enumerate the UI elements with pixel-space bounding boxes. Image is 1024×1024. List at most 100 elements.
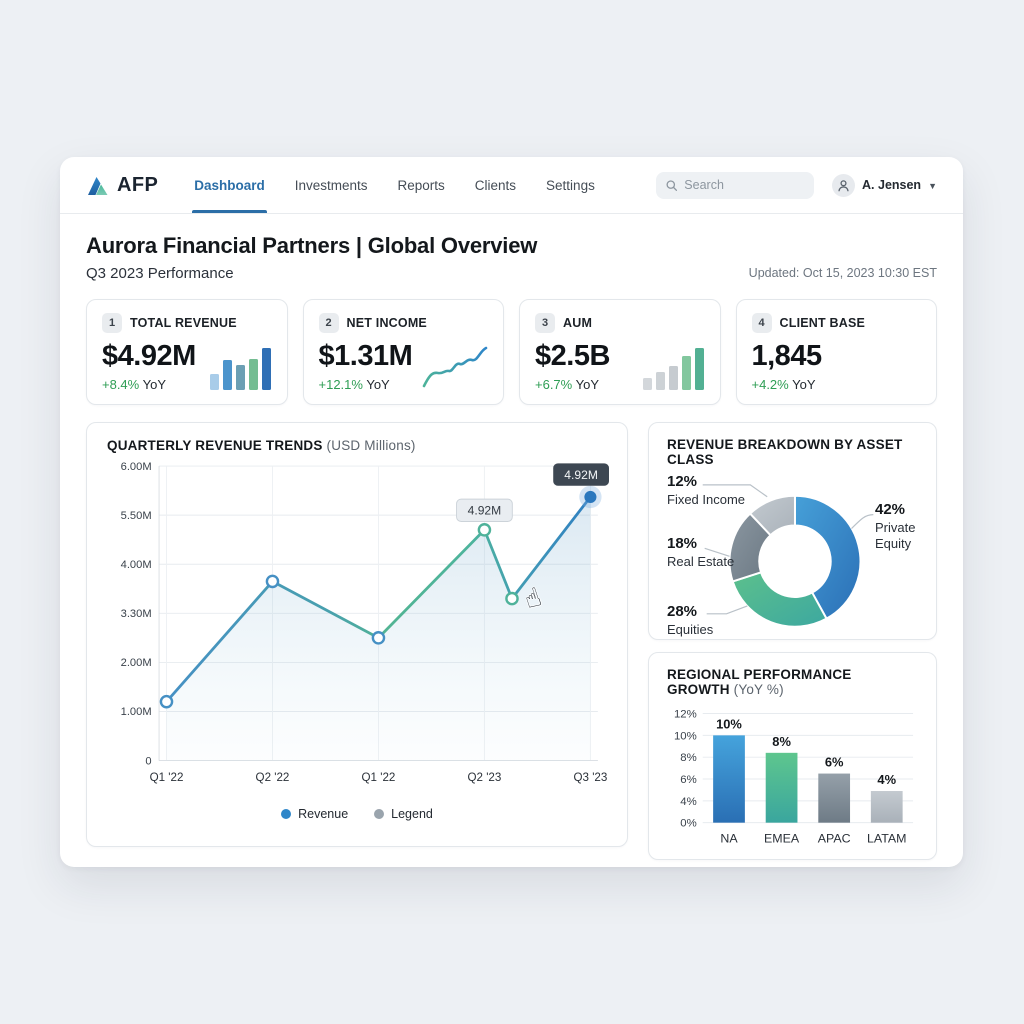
nav-item-dashboard[interactable]: Dashboard — [192, 157, 267, 213]
svg-text:3.30M: 3.30M — [121, 608, 152, 620]
svg-text:12%: 12% — [674, 709, 697, 721]
donut-label-real-estate: 18% Real Estate — [667, 535, 735, 569]
kpi-index-badge: 2 — [318, 313, 339, 333]
bar-apac — [818, 773, 851, 823]
svg-text:Q1 '22: Q1 '22 — [362, 771, 396, 784]
kpi-index-badge: 4 — [751, 313, 772, 333]
svg-text:10%: 10% — [674, 730, 697, 742]
svg-text:6.00M: 6.00M — [121, 461, 152, 473]
line-chart-title: QUARTERLY REVENUE TRENDS (USD Millions) — [107, 438, 416, 453]
legend-dot-revenue — [281, 809, 292, 819]
bar-emea — [765, 752, 798, 823]
nav-item-settings[interactable]: Settings — [546, 177, 595, 193]
legend-dot-legend — [374, 809, 385, 819]
bar-chart-title: REGIONAL PERFORMANCE GROWTH (YoY %) — [667, 667, 852, 697]
kpi-delta: +12.1% YoY — [318, 377, 390, 393]
leader-line — [851, 514, 874, 529]
donut-slice-equities — [731, 571, 828, 628]
kpi-value: 1,845 — [751, 340, 823, 372]
quarterly-revenue-panel: QUARTERLY REVENUE TRENDS (USD Millions) … — [86, 422, 628, 847]
leader-line — [704, 547, 730, 557]
svg-text:LATAM: LATAM — [867, 832, 906, 846]
svg-text:5.50M: 5.50M — [121, 510, 152, 522]
person-icon — [838, 179, 849, 191]
kpi-card-client-base: 4 CLIENT BASE 1,845 +4.2% YoY — [735, 299, 937, 405]
nav-item-clients[interactable]: Clients — [474, 177, 517, 193]
revenue-trend-line-chart: 6.00M 5.50M 4.00M 3.30M 2.00M 1.00M 0 Q1 '22 Q2 … — [121, 461, 609, 784]
donut-slice-private-equity — [793, 494, 862, 620]
aum-sparkline-bars — [642, 348, 704, 391]
nav-item-investments[interactable]: Investments — [294, 177, 368, 193]
kpi-delta: +8.4% YoY — [102, 377, 167, 393]
svg-text:4%: 4% — [680, 796, 696, 808]
kpi-card-aum: 3 AUM $2.5B +6.7% YoY — [519, 299, 721, 405]
kpi-delta: +6.7% YoY — [535, 377, 600, 393]
page-title: Aurora Financial Partners | Global Overv… — [86, 233, 538, 258]
search-icon — [666, 179, 678, 191]
top-nav: AFP Dashboard Investments Reports Client… — [60, 157, 963, 214]
data-point-marker — [584, 490, 597, 504]
donut-slice-fixed-income — [749, 494, 796, 537]
svg-text:Q2 '22: Q2 '22 — [256, 771, 290, 784]
charts-section: QUARTERLY REVENUE TRENDS (USD Millions) … — [60, 405, 963, 860]
kpi-value: $1.31M — [318, 340, 413, 372]
page-subtitle: Q3 2023 Performance — [86, 265, 234, 282]
nav-menu: Dashboard Investments Reports Clients Se… — [192, 157, 595, 213]
user-avatar — [832, 173, 856, 197]
donut-label-equities: 28% Equities — [667, 603, 714, 637]
svg-text:8%: 8% — [772, 734, 791, 749]
leader-line — [702, 484, 768, 498]
svg-text:4.92M: 4.92M — [564, 468, 598, 482]
svg-text:0: 0 — [145, 755, 151, 767]
tooltip-dark: 4.92M — [553, 463, 609, 486]
data-point-marker — [159, 694, 174, 709]
income-sparkline-line — [422, 347, 488, 388]
asset-class-panel: REVENUE BREAKDOWN BY ASSET CLASS 12% Fix… — [648, 422, 937, 640]
kpi-index-badge: 1 — [102, 313, 122, 333]
svg-text:2.00M: 2.00M — [121, 657, 152, 669]
svg-text:APAC: APAC — [818, 832, 851, 846]
data-point-marker — [371, 631, 386, 645]
legend-item-legend[interactable]: Legend — [374, 807, 433, 821]
svg-text:6%: 6% — [680, 774, 696, 786]
data-point-marker — [265, 574, 280, 589]
donut-chart-title: REVENUE BREAKDOWN BY ASSET CLASS — [667, 437, 903, 467]
svg-text:EMEA: EMEA — [764, 832, 800, 846]
svg-text:0%: 0% — [680, 818, 696, 830]
svg-text:Q2 '23: Q2 '23 — [468, 771, 502, 784]
svg-text:4%: 4% — [877, 772, 896, 787]
kpi-card-net-income: 2 NET INCOME $1.31M +12.1% YoY — [302, 299, 504, 405]
regional-growth-bar-chart: 0% 4% 6% 8% 10% 12% 10% NA 8% EMEA 6% APAC 4% LATAM — [674, 709, 914, 846]
kpi-value: $4.92M — [102, 340, 196, 372]
kpi-label: TOTAL REVENUE — [130, 316, 237, 330]
svg-text:NA: NA — [720, 832, 738, 846]
logo-mountain-icon — [88, 176, 108, 195]
search-box[interactable] — [656, 171, 815, 199]
chevron-down-icon: ▼ — [928, 180, 937, 191]
tooltip-light: 4.92M — [456, 498, 513, 522]
kpi-label: CLIENT BASE — [779, 316, 866, 330]
logo-text: AFP — [117, 173, 159, 196]
user-name: A. Jensen — [862, 178, 922, 192]
svg-text:10%: 10% — [716, 716, 742, 731]
revenue-sparkline-bars — [209, 348, 271, 391]
kpi-label: AUM — [563, 316, 593, 330]
nav-item-reports[interactable]: Reports — [397, 177, 445, 193]
svg-text:6%: 6% — [825, 755, 844, 770]
user-menu[interactable]: A. Jensen ▼ — [832, 173, 937, 197]
kpi-row: 1 TOTAL REVENUE $4.92M +8.4% YoY 2 — [60, 291, 963, 405]
regional-growth-panel: REGIONAL PERFORMANCE GROWTH (YoY %) 0% 4%… — [648, 652, 937, 860]
kpi-value: $2.5B — [535, 340, 610, 372]
kpi-delta: +4.2% YoY — [751, 377, 816, 393]
svg-text:1.00M: 1.00M — [121, 706, 152, 718]
kpi-index-badge: 3 — [535, 313, 555, 333]
legend-item-revenue[interactable]: Revenue — [281, 807, 348, 821]
kpi-card-total-revenue: 1 TOTAL REVENUE $4.92M +8.4% YoY — [86, 299, 288, 405]
right-column: REVENUE BREAKDOWN BY ASSET CLASS 12% Fix… — [648, 422, 937, 860]
search-input[interactable] — [684, 178, 805, 192]
chart-legend: Revenue Legend — [107, 807, 607, 821]
dashboard-window: AFP Dashboard Investments Reports Client… — [60, 157, 963, 867]
bar-latam — [870, 791, 903, 823]
svg-text:Q1 '22: Q1 '22 — [150, 771, 184, 784]
svg-text:4.92M: 4.92M — [468, 503, 502, 517]
